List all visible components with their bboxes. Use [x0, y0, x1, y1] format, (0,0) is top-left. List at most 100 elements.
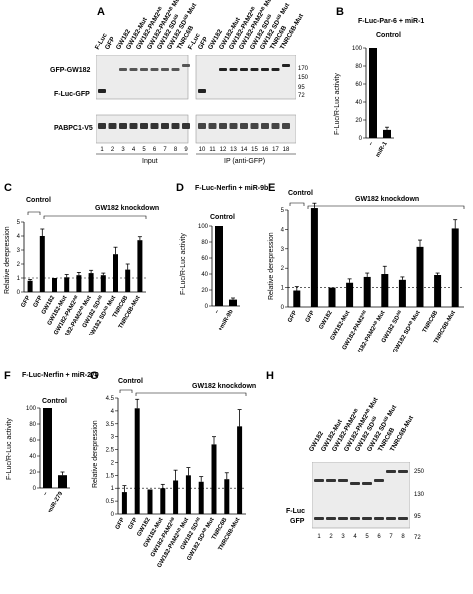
y-tick-label: 80: [201, 240, 208, 246]
panel-c-ylabel: Relative derepression: [4, 226, 11, 294]
y-tick-label: 60: [29, 438, 36, 444]
y-tick-label: 4: [281, 227, 285, 233]
band-h-upper: [398, 470, 408, 473]
y-tick-label: 40: [29, 454, 36, 460]
x-tick-label: GFP: [33, 295, 44, 309]
band-pabpc1: [150, 123, 159, 129]
band-h-upper: [362, 482, 372, 485]
band-h-upper: [386, 470, 396, 473]
bar-gfp-0: [121, 492, 127, 514]
group-bracket: [307, 205, 465, 209]
lane-number: 13: [230, 147, 237, 153]
y-tick-label: 2: [281, 266, 285, 272]
band-pabpc1: [182, 123, 190, 129]
y-tick-label: 60: [201, 256, 208, 262]
band-h-upper: [338, 479, 348, 482]
band-h-fluc: [362, 517, 372, 520]
x-tick-label: TNRC6B: [422, 309, 440, 334]
y-tick-label: 100: [26, 406, 37, 412]
x-tick-label: GW182: [318, 309, 334, 330]
bar-gw182-mut-3: [346, 282, 354, 307]
group-bracket: [27, 211, 41, 215]
y-tick-label: 40: [355, 100, 362, 106]
h-marker-130: 130: [414, 492, 425, 498]
group-bracket: [289, 202, 305, 206]
lane-number: 4: [132, 147, 136, 153]
y-tick-label: 4: [17, 234, 21, 240]
panel-g-ylabel: Relative derepression: [92, 420, 99, 488]
h-lane-number: 6: [377, 534, 381, 540]
panel-f-letter: F: [4, 370, 11, 382]
bar-tnrc6b-mut-9: [451, 228, 459, 307]
y-tick-label: 4.5: [106, 396, 115, 402]
band-gfp-gw182: [150, 68, 159, 71]
bar-gw182-pam2-mut-5: [185, 475, 191, 514]
y-tick-label: 0: [281, 305, 285, 311]
bar-mir-9b-1: [229, 299, 237, 306]
panel-e-knockdown: GW182 knockdown: [355, 196, 420, 203]
bar-gfp-1: [134, 408, 140, 514]
bar-gw182-sd-mut-7: [113, 254, 118, 292]
panel-b-control: Control: [376, 32, 401, 39]
y-tick-label: 5: [281, 208, 285, 214]
bar--0: [215, 226, 223, 306]
bar-gfp-1: [310, 208, 318, 307]
lane-number: 8: [174, 147, 178, 153]
y-tick-label: 2: [111, 460, 115, 466]
y-tick-label: 1: [17, 276, 21, 282]
band-pabpc1: [208, 123, 217, 129]
bar-gw182-sd-6: [398, 279, 406, 307]
band-h-upper: [326, 479, 336, 482]
band-pabpc1: [240, 123, 248, 129]
band-pabpc1: [108, 123, 117, 129]
x-tick-label: GFP: [305, 310, 316, 324]
panel-b-title: F-Luc-Par-6 + miR-1: [358, 18, 425, 25]
panel-e-ylabel: Relative derepression: [268, 232, 275, 300]
y-tick-label: 2.5: [106, 448, 115, 454]
marker-95: 95: [298, 85, 305, 91]
y-tick-label: 5: [17, 220, 21, 226]
panel-a-ip-label: IP (anti-GFP): [224, 158, 266, 165]
lane-number: 1: [100, 147, 104, 153]
band-gfp-gw182: [261, 68, 269, 71]
panel-e-control: Control: [288, 190, 313, 197]
bar-tnrc6b-8: [224, 479, 230, 514]
band-pabpc1: [171, 123, 180, 129]
panel-c-knockdown: GW182 knockdown: [95, 205, 160, 212]
y-tick-label: 0.5: [106, 499, 115, 505]
y-tick-label: 0: [17, 290, 21, 296]
y-tick-label: 20: [29, 470, 36, 476]
band-gfp-gw182: [182, 64, 190, 67]
band-gfp-gw182: [171, 68, 180, 71]
panel-d-ylabel: F-Luc/R-Luc activity: [180, 233, 187, 295]
band-pabpc1: [129, 123, 138, 129]
bar-gw182-mut-3: [160, 488, 166, 514]
y-tick-label: 0: [33, 486, 37, 492]
band-h-fluc: [314, 517, 324, 520]
panel-a-letter: A: [97, 6, 105, 18]
h-marker-250: 250: [414, 469, 425, 475]
bar-gw182-2: [328, 287, 336, 307]
x-tick-label: miR-1: [375, 140, 389, 158]
y-tick-label: 0: [205, 304, 209, 310]
lane-number: 5: [142, 147, 146, 153]
band-h-upper: [314, 479, 324, 482]
panel-a-row-label-pabpc1: PABPC1-V5: [54, 125, 93, 132]
h-marker-72: 72: [414, 535, 421, 541]
lane-number: 18: [283, 147, 290, 153]
lane-number: 15: [251, 147, 258, 153]
bar-gw182-sd-6: [198, 481, 204, 514]
y-tick-label: 1: [281, 286, 285, 292]
h-label-gfp: GFP: [290, 518, 305, 525]
bar--0: [43, 408, 52, 488]
x-tick-label: GFP: [128, 517, 139, 531]
band-pabpc1: [198, 123, 206, 129]
y-tick-label: 3: [281, 247, 285, 253]
bar-gw182-pam2-4: [76, 275, 82, 292]
band-pabpc1: [140, 123, 148, 129]
band-h-fluc: [386, 517, 396, 520]
x-tick-label: miR-279: [47, 490, 64, 512]
panel-c-letter: C: [4, 182, 12, 194]
